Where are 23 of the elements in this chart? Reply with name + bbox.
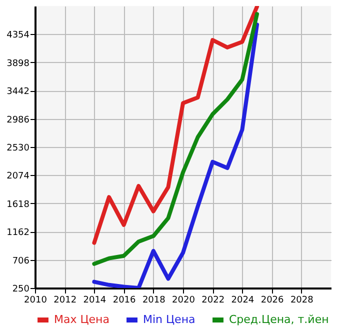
legend-label: Сред.Цена, т.йен [229,313,329,326]
x-tick-label: 2014 [83,296,106,306]
x-tick-label: 2022 [202,296,225,306]
x-tick-label: 2010 [24,296,48,306]
x-tick-label: 2012 [54,296,77,306]
y-tick-label: 1162 [6,228,30,238]
y-tick-label: 3442 [6,87,30,98]
y-tick-label: 1618 [6,200,30,210]
y-tick-label: 4354 [6,30,30,41]
x-tick-label: 2016 [112,296,136,306]
y-tick-label: 2986 [6,115,30,126]
y-tick-label: 3898 [6,58,30,69]
y-tick-label: 2074 [6,172,30,182]
x-tick-label: 2020 [172,296,196,306]
x-tick-label: 2024 [231,296,254,306]
legend-label: Max Цена [54,313,110,326]
x-tick-label: 2028 [290,296,314,306]
y-tick-label: 250 [12,284,30,294]
x-tick-label: 2026 [260,296,284,306]
y-tick-label: 706 [12,256,30,266]
y-tick-label: 2530 [6,144,30,154]
legend-label: Min Цена [143,313,196,326]
x-tick-label: 2018 [142,296,166,306]
